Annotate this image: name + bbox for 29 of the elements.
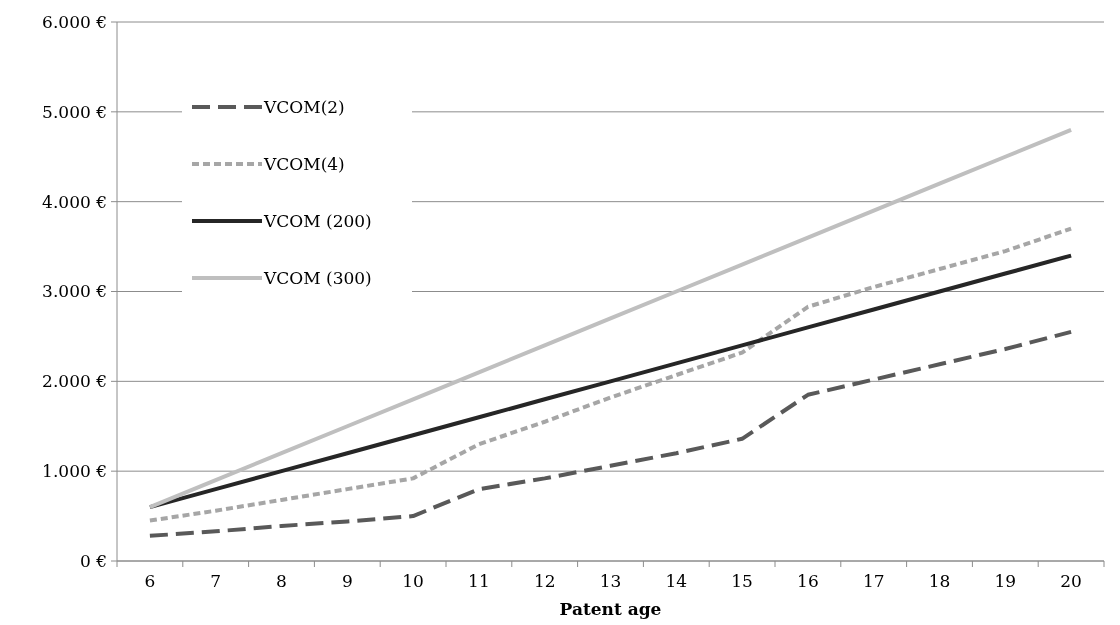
y-tick-label: 1.000 € (42, 461, 107, 482)
x-tick-label: 11 (468, 571, 490, 591)
line-series (147, 329, 1074, 538)
x-tick-label: 12 (533, 571, 556, 591)
x-tick-label: 7 (210, 571, 222, 591)
legend-label: VCOM(4) (263, 153, 345, 174)
y-tick-label: 3.000 € (42, 281, 107, 302)
y-tick-label: 4.000 € (42, 191, 107, 212)
x-tick-label: 20 (1060, 571, 1082, 591)
x-tick-label: 13 (599, 571, 622, 591)
legend-label: VCOM (200) (263, 210, 372, 231)
line-series (147, 127, 1074, 510)
x-tick-label: 19 (994, 571, 1017, 591)
x-tick-label: 17 (862, 571, 885, 591)
y-tick-label: 6.000 € (42, 11, 107, 32)
x-axis-title: Patent age (559, 599, 662, 619)
x-tick-label: 10 (402, 571, 424, 591)
x-tick-label: 18 (928, 571, 951, 591)
legend-label: VCOM(2) (263, 96, 345, 117)
x-tick-label: 6 (144, 571, 156, 591)
x-tick-label: 9 (341, 571, 353, 591)
y-tick-label: 5.000 € (42, 101, 107, 122)
y-tick-label: 0 € (79, 550, 107, 571)
x-tick-label: 16 (797, 571, 819, 591)
y-tick-label: 2.000 € (42, 371, 107, 392)
legend-label: VCOM (300) (263, 267, 372, 288)
x-tick-label: 14 (665, 571, 688, 591)
x-tick-label: 8 (276, 571, 287, 591)
x-tick-label: 15 (731, 571, 753, 591)
